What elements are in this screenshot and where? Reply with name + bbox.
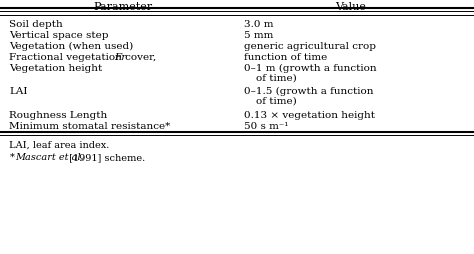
Text: 50 s m⁻¹: 50 s m⁻¹ bbox=[244, 121, 289, 131]
Text: *: * bbox=[9, 152, 14, 161]
Text: Vertical space step: Vertical space step bbox=[9, 31, 109, 40]
Text: of time): of time) bbox=[256, 74, 297, 83]
Text: 5 mm: 5 mm bbox=[244, 31, 273, 40]
Text: Mascart et al.: Mascart et al. bbox=[16, 152, 84, 161]
Text: generic agricultural crop: generic agricultural crop bbox=[244, 42, 376, 51]
Text: 0–1 m (growth a function: 0–1 m (growth a function bbox=[244, 64, 377, 73]
Text: Fr: Fr bbox=[114, 53, 127, 62]
Text: Parameter: Parameter bbox=[94, 2, 153, 12]
Text: LAI, leaf area index.: LAI, leaf area index. bbox=[9, 140, 110, 149]
Text: Soil depth: Soil depth bbox=[9, 20, 63, 29]
Text: Fractional vegetation cover,: Fractional vegetation cover, bbox=[9, 53, 160, 62]
Text: Roughness Length: Roughness Length bbox=[9, 110, 108, 120]
Text: function of time: function of time bbox=[244, 53, 328, 62]
Text: Value: Value bbox=[335, 2, 366, 12]
Text: LAI: LAI bbox=[9, 87, 28, 96]
Text: of time): of time) bbox=[256, 97, 297, 106]
Text: Vegetation (when used): Vegetation (when used) bbox=[9, 42, 134, 51]
Text: Vegetation height: Vegetation height bbox=[9, 64, 103, 73]
Text: Minimum stomatal resistance*: Minimum stomatal resistance* bbox=[9, 121, 171, 131]
Text: 0.13 × vegetation height: 0.13 × vegetation height bbox=[244, 110, 375, 120]
Text: 0–1.5 (growth a function: 0–1.5 (growth a function bbox=[244, 87, 374, 96]
Text: [1991] scheme.: [1991] scheme. bbox=[66, 152, 146, 161]
Text: 3.0 m: 3.0 m bbox=[244, 20, 273, 29]
